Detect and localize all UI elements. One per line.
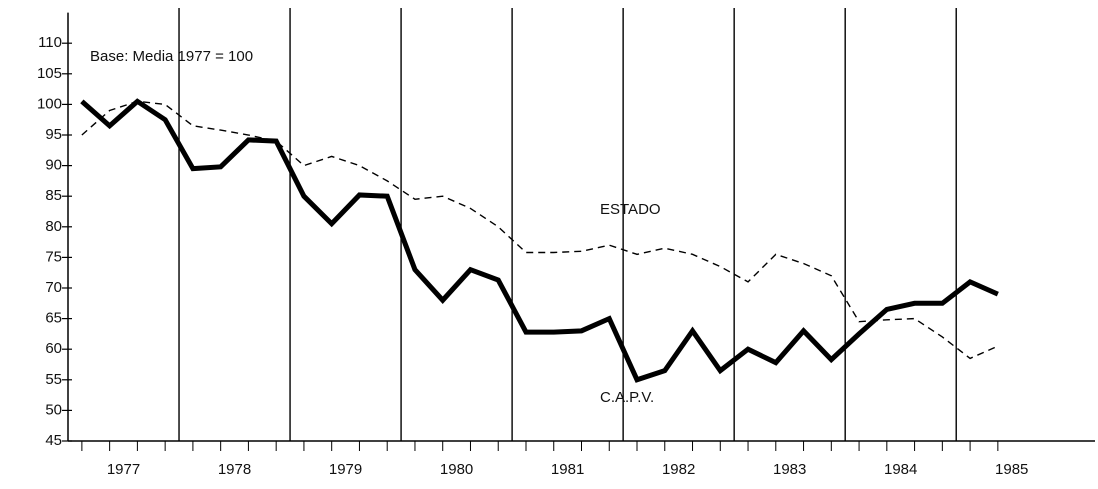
- y-tick-label: 70: [45, 279, 62, 296]
- x-tick-label: 1978: [218, 461, 251, 478]
- x-tick-label: 1980: [440, 461, 473, 478]
- y-tick-label: 110: [38, 34, 62, 51]
- y-tick-label: 75: [45, 248, 62, 265]
- y-tick-label: 50: [45, 401, 62, 418]
- x-tick-label: 1983: [773, 461, 806, 478]
- y-tick-label: 85: [45, 187, 62, 204]
- line-series: [81, 100, 999, 360]
- y-tick-label: 95: [45, 126, 62, 143]
- x-tick-label: 1984: [884, 461, 917, 478]
- series-label: C.A.P.V.: [600, 389, 654, 406]
- y-tick-label: 105: [37, 65, 62, 82]
- x-tick-label: 1977: [107, 461, 140, 478]
- y-tick-label: 55: [45, 371, 62, 388]
- x-tick-label: 1981: [551, 461, 584, 478]
- x-tick-label: 1979: [329, 461, 362, 478]
- y-tick-label: 45: [45, 432, 62, 449]
- y-tick-label: 65: [45, 310, 62, 327]
- y-tick-label: 80: [45, 218, 62, 235]
- y-tick-label: 100: [37, 95, 62, 112]
- x-tick-label: 1982: [662, 461, 695, 478]
- y-tick-label: 60: [45, 340, 62, 357]
- line-series: [80, 98, 999, 383]
- series-label: ESTADO: [600, 201, 661, 218]
- x-tick-label: 1985: [995, 461, 1028, 478]
- annotation: Base: Media 1977 = 100: [90, 48, 253, 65]
- y-tick-label: 90: [45, 157, 62, 174]
